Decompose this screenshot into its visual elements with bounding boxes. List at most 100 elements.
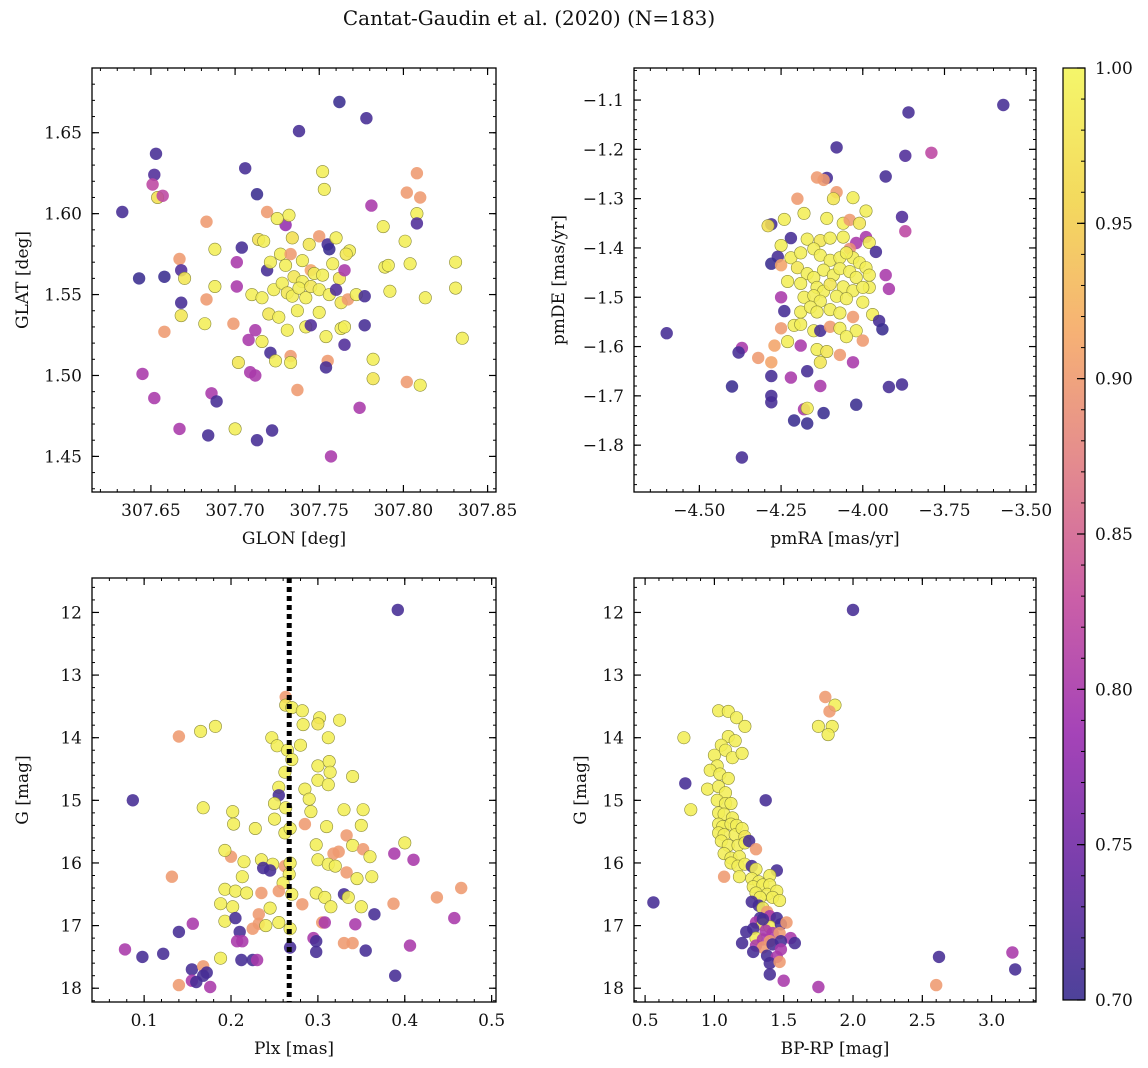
data-point	[339, 247, 353, 261]
data-point	[759, 794, 772, 807]
data-point	[895, 378, 909, 391]
y-tick-label: 18	[60, 979, 82, 999]
data-point	[400, 186, 413, 199]
data-point	[332, 845, 345, 858]
data-point	[836, 230, 850, 244]
data-point	[263, 901, 277, 915]
data-point	[200, 215, 213, 228]
data-point	[228, 422, 242, 436]
data-point	[843, 213, 856, 227]
data-point	[158, 325, 171, 338]
data-point	[173, 252, 186, 266]
x-tick-label: −4.50	[673, 501, 725, 521]
x-axis-label: pmRA [mas/yr]	[770, 529, 899, 549]
data-point	[852, 216, 866, 230]
data-point	[313, 230, 326, 243]
panel-cmd: 0.5 1.0 1.5 2.0 2.5 3.0 12 13 14 15 16 17 18 BP-RP [m…	[571, 577, 1037, 1059]
data-point	[732, 346, 745, 359]
data-point	[839, 292, 853, 306]
y-tick-label: 14	[60, 729, 82, 749]
data-point	[794, 339, 807, 352]
data-point	[774, 239, 788, 253]
data-point	[353, 401, 366, 414]
data-point	[820, 344, 834, 358]
data-point	[292, 124, 306, 138]
data-point	[186, 917, 199, 930]
data-point	[204, 980, 217, 994]
data-point	[118, 943, 132, 956]
data-point	[136, 367, 149, 381]
data-point	[299, 291, 313, 305]
data-point	[208, 719, 222, 733]
data-point	[248, 821, 262, 835]
data-point	[365, 870, 379, 884]
data-point	[233, 925, 246, 939]
data-point	[839, 330, 853, 344]
colorbar-tick-label: 0.90	[1095, 370, 1133, 390]
data-point	[925, 146, 938, 159]
data-point	[356, 803, 370, 817]
data-point	[316, 165, 330, 179]
data-point	[660, 327, 673, 340]
data-point	[879, 170, 892, 183]
data-point	[449, 281, 463, 295]
data-point	[249, 324, 262, 337]
data-point	[717, 870, 731, 883]
x-tick-label: 0.5	[478, 1011, 505, 1031]
data-point	[272, 310, 286, 324]
data-point	[337, 320, 351, 334]
data-point	[295, 704, 309, 718]
x-tick-label: 307.85	[458, 501, 517, 521]
data-point	[763, 968, 776, 981]
data-point	[285, 231, 299, 245]
data-point	[174, 309, 188, 323]
points-sky	[116, 95, 469, 463]
x-tick-label: 307.80	[374, 501, 433, 521]
data-point	[291, 383, 304, 397]
data-point	[310, 945, 323, 959]
data-point	[136, 950, 149, 964]
data-point	[270, 212, 284, 226]
data-point	[263, 255, 277, 269]
data-point	[997, 98, 1010, 112]
data-point	[304, 319, 317, 332]
axes-frame	[633, 577, 1037, 1003]
data-point	[820, 211, 834, 225]
data-point	[859, 204, 873, 218]
data-point	[363, 850, 377, 864]
data-point	[869, 245, 883, 259]
y-tick-label: 12	[602, 603, 624, 623]
data-point	[899, 225, 912, 238]
data-point	[410, 167, 424, 180]
data-point	[340, 866, 353, 879]
x-tick-label: 0.3	[304, 1011, 331, 1031]
data-point	[173, 422, 186, 436]
data-point	[267, 796, 281, 810]
data-point	[856, 295, 870, 309]
data-point	[293, 738, 307, 752]
data-point	[198, 317, 212, 331]
data-point	[403, 257, 417, 271]
y-tick-label: 14	[602, 729, 624, 749]
data-point	[319, 330, 333, 344]
data-point	[358, 319, 371, 332]
data-point	[814, 379, 827, 393]
data-point	[304, 805, 318, 819]
panel-sky: 307.65 307.70 307.75 307.80 307.85 1.45 1.50 1.…	[13, 67, 517, 549]
data-point	[338, 338, 351, 351]
panels: 307.65 307.70 307.75 307.80 307.85 1.45 1.50 1.…	[13, 67, 1052, 1059]
data-point	[721, 771, 735, 785]
data-point	[728, 734, 742, 748]
data-point	[1009, 963, 1022, 976]
data-point	[381, 258, 395, 272]
data-point	[882, 380, 896, 394]
data-point	[310, 935, 323, 948]
data-point	[403, 939, 417, 952]
y-tick-label: −1.3	[583, 190, 624, 210]
x-tick-label: 0.2	[217, 1011, 244, 1031]
data-point	[259, 919, 273, 933]
data-point	[383, 284, 397, 298]
data-point	[677, 731, 691, 745]
y-tick-label: 18	[602, 979, 624, 999]
points-cmd	[647, 603, 1022, 994]
